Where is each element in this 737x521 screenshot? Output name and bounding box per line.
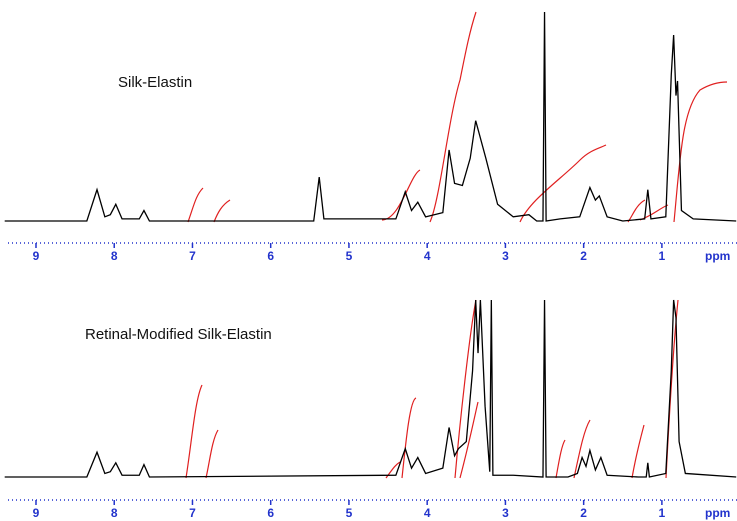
- x-tick-label: 4: [424, 249, 431, 263]
- x-tick-label: 2: [580, 249, 587, 263]
- x-tick-label: 1: [659, 506, 666, 520]
- x-axis-label: ppm: [705, 249, 730, 263]
- x-tick-label: 4: [424, 506, 431, 520]
- x-axis-label: ppm: [705, 506, 730, 520]
- x-tick-label: 1: [659, 249, 666, 263]
- x-tick-label: 6: [267, 506, 274, 520]
- x-tick-label: 7: [189, 249, 196, 263]
- chart-title: Silk-Elastin: [118, 74, 192, 91]
- x-tick-label: 5: [346, 506, 353, 520]
- x-tick-label: 3: [502, 249, 509, 263]
- spectrum-panel: Silk-Elastin 9 8 7 6 5 4 3 2 1 ppm: [4, 11, 737, 263]
- x-tick-label: 8: [111, 506, 118, 520]
- x-tick-label: 9: [33, 506, 40, 520]
- x-tick-label: 7: [189, 506, 196, 520]
- spectrum-line: [4, 299, 737, 478]
- chart-title: Retinal-Modified Silk-Elastin: [85, 326, 272, 343]
- x-tick-label: 6: [267, 249, 274, 263]
- x-tick-label: 8: [111, 249, 118, 263]
- x-tick-label: 5: [346, 249, 353, 263]
- x-tick-label: 9: [33, 249, 40, 263]
- x-tick-label: 2: [580, 506, 587, 520]
- spectrum-panel: Retinal-Modified Silk-Elastin 9 8 7 6 5 4 3 2 1 pp…: [4, 299, 737, 520]
- spectrum-line: [4, 11, 737, 222]
- integral-curves: [185, 11, 728, 479]
- x-tick-label: 3: [502, 506, 509, 520]
